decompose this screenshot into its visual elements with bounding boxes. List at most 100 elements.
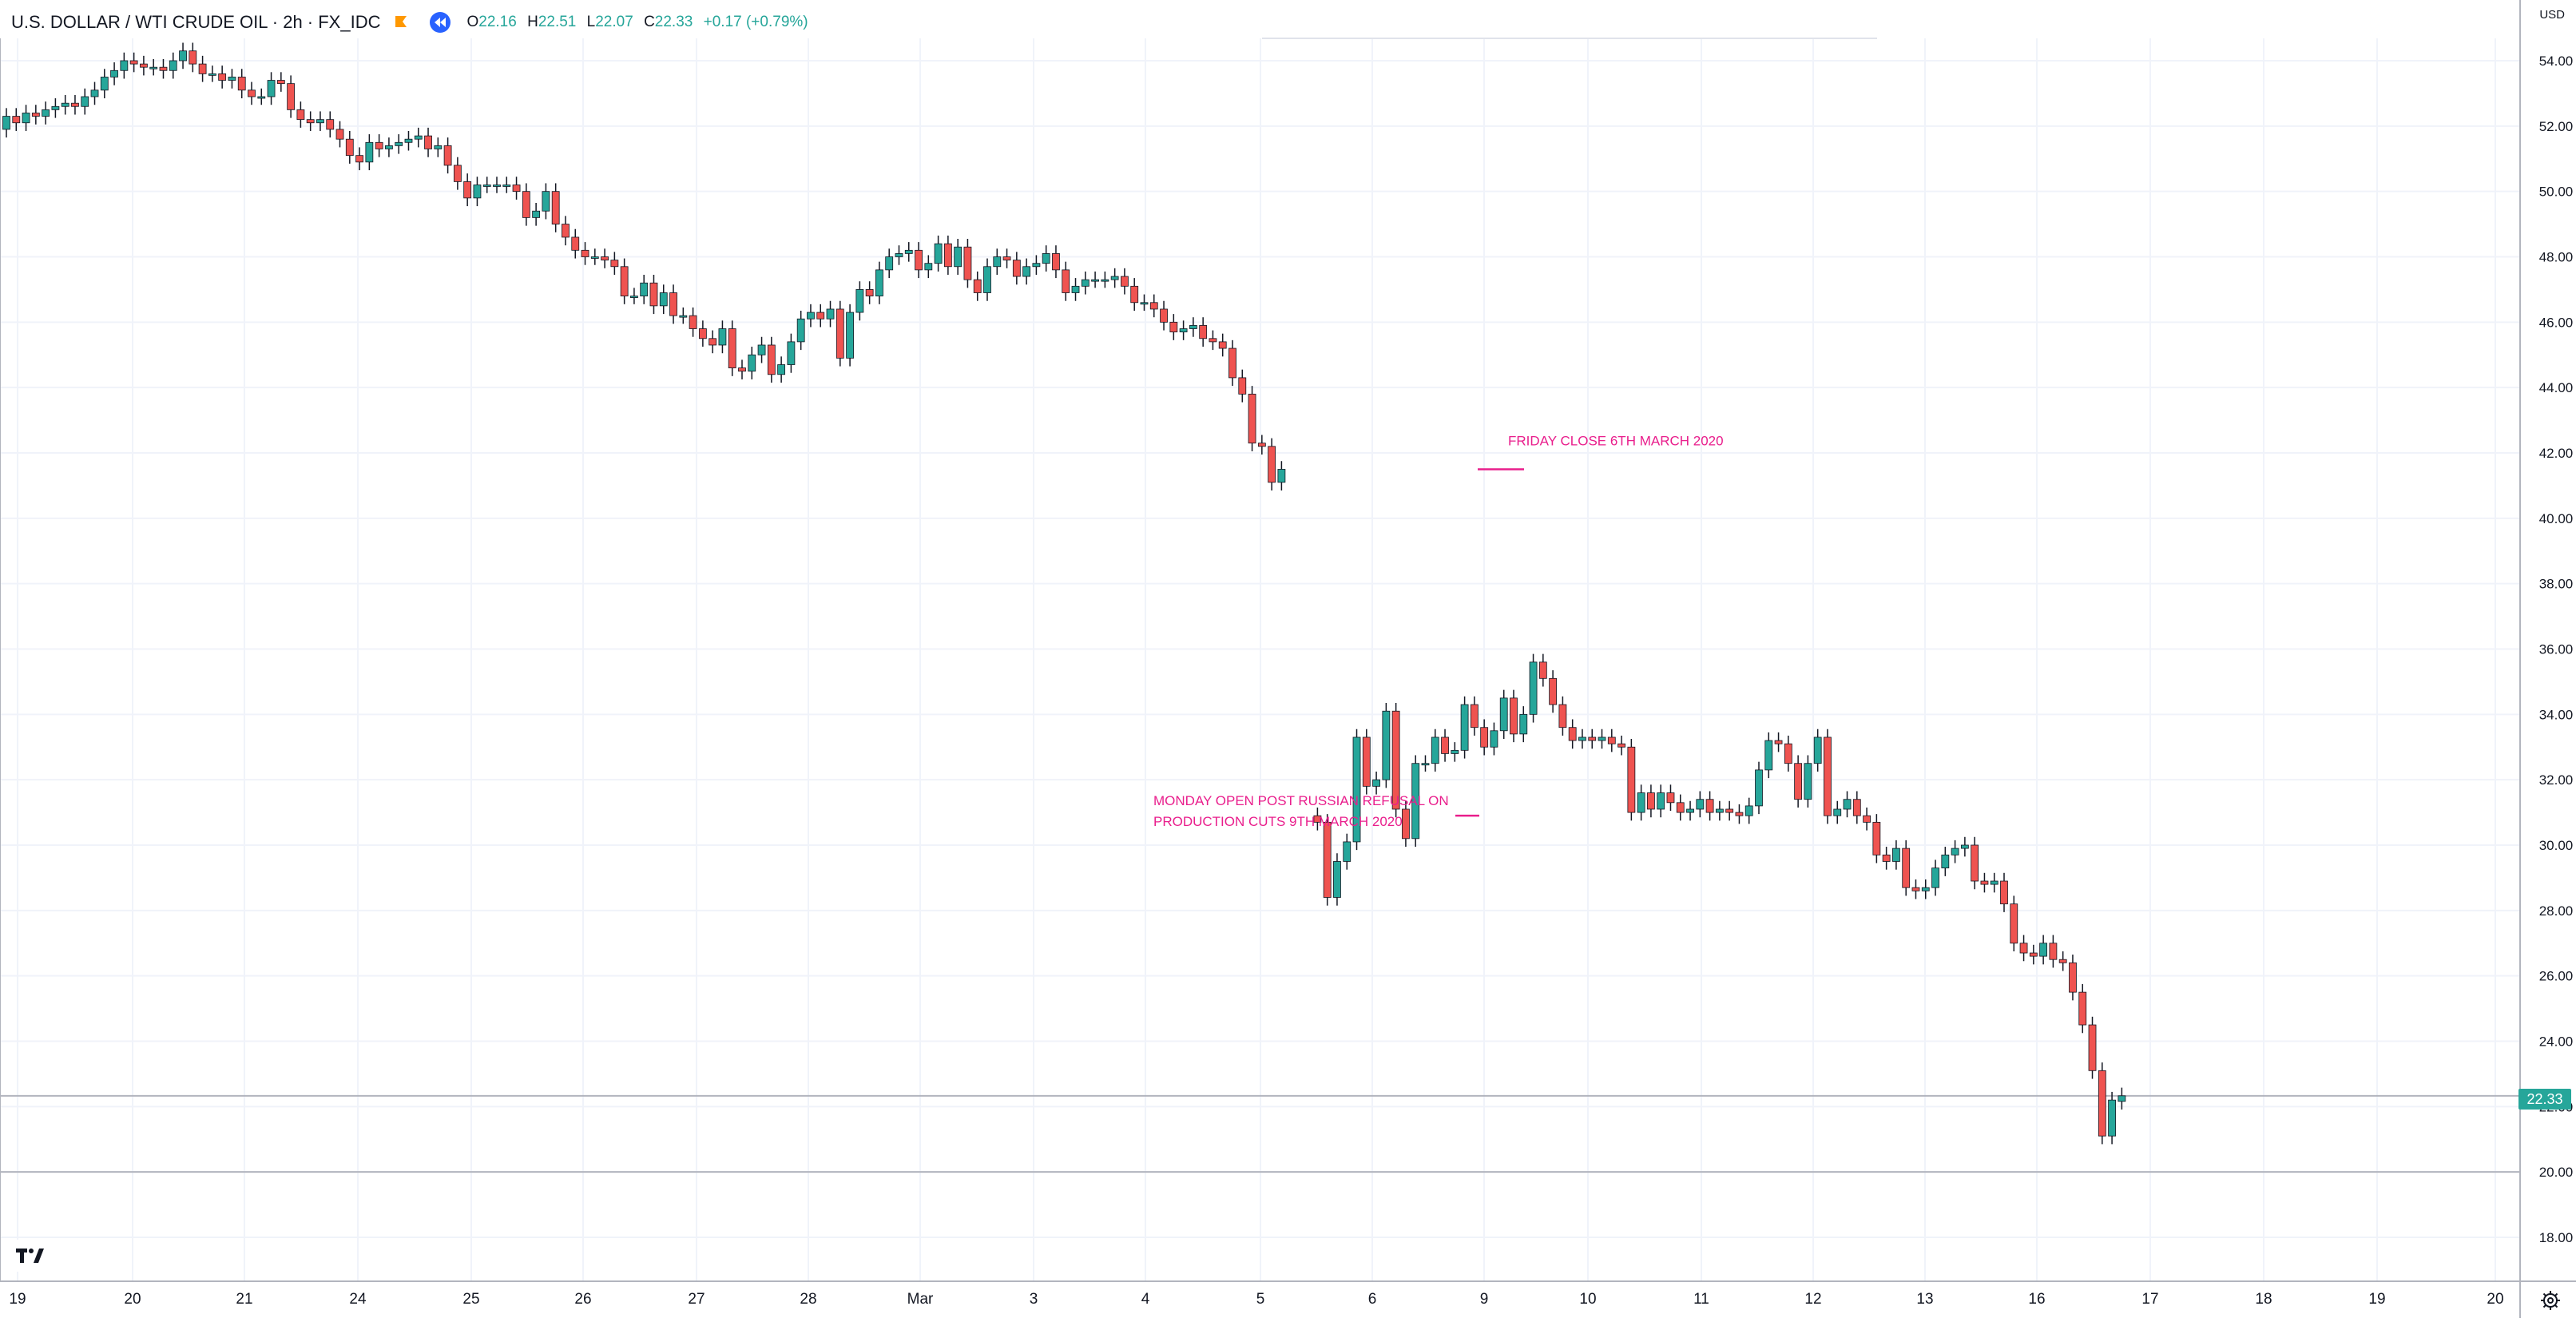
grid (0, 38, 2520, 1281)
candle-body (1313, 815, 1322, 823)
candle-body (316, 119, 324, 124)
y-tick-label: 54.00 (2539, 54, 2574, 69)
x-tick-label: 17 (2141, 1291, 2158, 1308)
candle-body (1451, 749, 1459, 754)
candle-body (335, 129, 344, 140)
candle-body (267, 80, 276, 97)
candle-body (12, 116, 21, 124)
annotation-monday-open-line2: PRODUCTION CUTS 9TH MARCH 2020 (1153, 814, 1403, 829)
candle-body (1372, 779, 1380, 787)
candle-body (110, 69, 118, 77)
candle-body (2088, 1024, 2097, 1071)
candle-body (100, 77, 109, 91)
candle-body (473, 185, 482, 199)
candle-body (248, 89, 256, 97)
replay-icon[interactable] (430, 12, 451, 33)
candle-body (1362, 736, 1371, 787)
high-value: 22.51 (538, 14, 577, 30)
flag-icon[interactable] (393, 14, 409, 30)
candle-body (836, 308, 844, 359)
candle-body (2029, 952, 2038, 957)
y-tick-label: 28.00 (2539, 903, 2574, 919)
candle-body (1411, 763, 1420, 840)
settings-gear-icon[interactable] (2539, 1289, 2562, 1312)
candle-body (1421, 763, 1430, 766)
candle-body (31, 113, 40, 117)
candle-body (208, 73, 216, 76)
candle-body (601, 256, 609, 260)
candle-body (1071, 285, 1080, 293)
candle-body (689, 315, 697, 329)
candle-body (1941, 854, 1950, 869)
x-tick-label: 10 (1579, 1291, 1596, 1308)
change-value: +0.17 (+0.79%) (703, 14, 808, 30)
candle-body (581, 249, 589, 257)
candle-body (1960, 844, 1969, 849)
symbol-title[interactable]: U.S. DOLLAR / WTI CRUDE OIL · 2h · FX_ID… (11, 12, 381, 32)
candle-body (129, 60, 138, 65)
candle-body (482, 185, 491, 187)
candle-body (1189, 325, 1197, 329)
candle-body (1012, 260, 1021, 277)
x-tick-label: 11 (1693, 1291, 1709, 1308)
candle-body (542, 191, 550, 212)
y-tick-label: 20.00 (2539, 1165, 2574, 1180)
candle-body (1480, 727, 1489, 748)
candle-body (630, 296, 638, 299)
tradingview-logo-icon[interactable] (11, 1240, 50, 1272)
candle-body (1804, 763, 1812, 800)
x-tick-label: 3 (1030, 1291, 1038, 1308)
candle-body (2058, 959, 2067, 963)
candle-body (846, 312, 854, 359)
candle-body (954, 246, 963, 268)
open-value: 22.16 (478, 14, 517, 30)
candle-body (1169, 321, 1178, 333)
candle-body (228, 77, 236, 81)
candle-body (434, 145, 443, 149)
candle-body (2069, 962, 2077, 993)
candle-body (816, 312, 825, 320)
candle-body (1002, 256, 1011, 260)
y-tick-label: 34.00 (2539, 707, 2574, 722)
x-tick-label: 26 (574, 1291, 591, 1308)
candle-body (1705, 799, 1714, 813)
x-tick-label: 6 (1368, 1291, 1377, 1308)
candle-body (855, 289, 864, 313)
candle-body (1277, 469, 1286, 483)
low-value: 22.07 (595, 14, 633, 30)
y-tick-label: 40.00 (2539, 511, 2574, 526)
candle-body (1882, 854, 1891, 862)
currency-label[interactable]: USD (2539, 8, 2565, 22)
candle-body (345, 138, 354, 157)
candle-body (1121, 276, 1129, 287)
candle-body (787, 341, 796, 365)
candle-body (1744, 805, 1753, 816)
candle-body (2019, 943, 2028, 954)
candle-body (1529, 661, 1538, 715)
candle-body (2039, 943, 2048, 957)
candle-body (120, 60, 129, 71)
candle-body (1971, 844, 1979, 882)
candle-body (1228, 347, 1236, 379)
candle-body (2010, 903, 2018, 944)
candle-body (1062, 269, 1070, 293)
candle-body (395, 141, 403, 146)
x-tick-label: 13 (1916, 1291, 1933, 1308)
candle-body (885, 256, 894, 271)
y-tick-label: 52.00 (2539, 119, 2574, 134)
candle-body (1218, 341, 1227, 349)
candle-body (149, 66, 158, 69)
candle-body (895, 253, 903, 257)
high-key: H (527, 14, 538, 30)
candle-body (1686, 808, 1694, 813)
candle-body (51, 105, 60, 110)
x-tick-label: 16 (2028, 1291, 2045, 1308)
candle-body (1725, 808, 1734, 813)
candle-body (1391, 710, 1400, 810)
candle-body (1588, 736, 1597, 741)
candle-body (1764, 740, 1773, 771)
candle-body (385, 145, 393, 149)
candle-body (826, 308, 835, 320)
